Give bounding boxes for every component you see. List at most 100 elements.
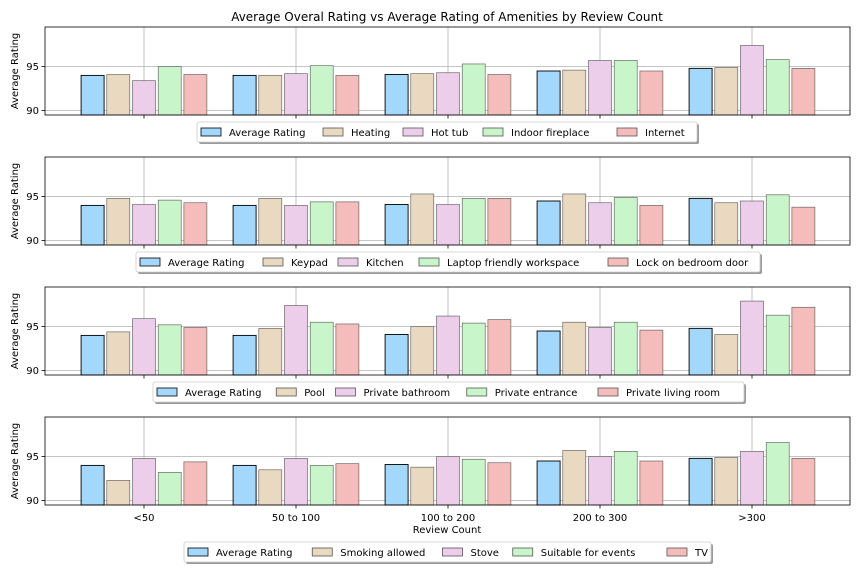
bar	[183, 461, 208, 506]
bar	[183, 327, 208, 376]
y-tick-label: 90	[26, 496, 39, 507]
bar	[384, 74, 409, 116]
legend-label: Suitable for events	[541, 548, 636, 559]
bar	[232, 204, 257, 246]
bar	[106, 198, 131, 246]
legend-swatch	[139, 257, 161, 267]
legend: Average Rating Smoking allowed Stove Suitab…	[183, 541, 713, 564]
legend-swatch	[482, 127, 504, 137]
bar	[284, 73, 308, 116]
bar	[536, 460, 561, 506]
bar	[487, 74, 512, 116]
y-axis-label: Average Rating	[10, 163, 21, 239]
bar	[384, 464, 409, 506]
legend-swatch	[275, 387, 297, 397]
bar	[232, 334, 257, 376]
legend-swatch	[322, 127, 344, 137]
bar	[740, 45, 764, 116]
bar	[791, 206, 816, 246]
legend-label: Average Rating	[229, 128, 305, 139]
y-tick-label: 95	[26, 322, 39, 333]
legend: Average Rating Heating Hot tub Indoor firep…	[196, 121, 699, 144]
y-tick-label: 90	[26, 366, 39, 377]
bar	[714, 67, 739, 116]
legend-swatch	[187, 547, 209, 557]
bar	[384, 204, 409, 246]
bar	[258, 328, 283, 376]
bar	[157, 472, 182, 506]
bar	[258, 75, 283, 116]
bar	[536, 70, 561, 116]
bar	[639, 329, 664, 376]
bar	[436, 456, 460, 506]
bar	[461, 458, 486, 506]
legend-label: Internet	[645, 128, 685, 139]
bar	[183, 74, 208, 116]
x-tick-label: 200 to 300	[573, 513, 628, 524]
bar	[740, 300, 764, 376]
bar	[588, 327, 612, 376]
legend-swatch	[402, 127, 424, 137]
bar	[588, 60, 612, 116]
legend-swatch	[335, 387, 356, 397]
bar	[562, 321, 587, 376]
bar	[80, 204, 105, 246]
chart-panel-3: 90 95 Average Rating Average Rating Pool Priv…	[10, 286, 851, 404]
bar	[461, 63, 486, 116]
bar	[410, 193, 435, 246]
legend-label: Stove	[471, 548, 499, 559]
bar	[284, 458, 308, 506]
x-axis-label: Review Count	[413, 525, 482, 536]
bar	[132, 204, 156, 246]
bar	[613, 60, 638, 116]
axes-frame	[44, 156, 851, 246]
bar	[688, 457, 713, 506]
bar	[132, 318, 156, 376]
legend-label: Private bathroom	[364, 388, 451, 399]
y-tick-label: 95	[26, 62, 39, 73]
bar	[232, 74, 257, 116]
bar	[157, 324, 182, 376]
y-tick-label: 95	[26, 192, 39, 203]
legend-swatch	[337, 257, 359, 267]
bar	[384, 334, 409, 376]
bar	[487, 198, 512, 246]
bar	[106, 331, 131, 376]
bar	[80, 74, 105, 116]
chart-title: Average Overal Rating vs Average Rating …	[231, 10, 663, 24]
x-tick-label: >300	[738, 513, 765, 524]
legend-swatch	[442, 547, 463, 557]
bar	[714, 457, 739, 506]
bar	[588, 202, 612, 246]
legend-label: Keypad	[291, 258, 328, 269]
legend-swatch	[466, 387, 488, 397]
bar	[536, 200, 561, 246]
y-axis-label: Average Rating	[10, 423, 21, 499]
bar	[765, 442, 790, 506]
legend-swatch	[418, 257, 440, 267]
bar	[639, 205, 664, 246]
bar	[536, 330, 561, 376]
bar	[410, 466, 435, 506]
bar	[106, 74, 131, 116]
bar	[740, 451, 764, 506]
bar	[258, 198, 283, 246]
bar	[639, 70, 664, 116]
y-tick-label: 90	[26, 236, 39, 247]
bar	[335, 201, 360, 246]
bar	[132, 80, 156, 116]
bar	[335, 463, 360, 506]
legend-swatch	[597, 387, 619, 397]
bar	[436, 204, 460, 246]
legend-box	[135, 251, 761, 273]
bar	[688, 197, 713, 246]
chart-panel-4: 90 95 <50 50 to 100 100 to 200 200 to 300 >300…	[10, 416, 851, 564]
legend-label: TV	[694, 548, 708, 559]
bar	[157, 66, 182, 116]
legend-label: Heating	[351, 128, 390, 139]
legend-label: Indoor fireplace	[511, 128, 589, 139]
x-tick-label: 50 to 100	[272, 513, 320, 524]
bar	[335, 75, 360, 116]
bar	[487, 319, 512, 376]
bar	[765, 194, 790, 246]
